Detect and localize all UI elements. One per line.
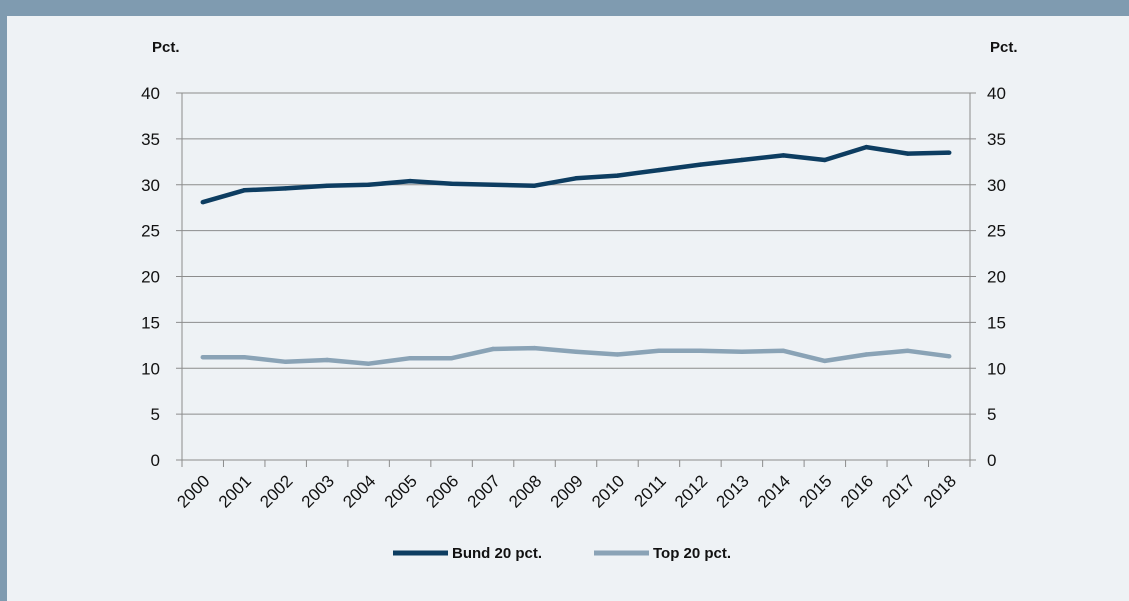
series-lines [200, 144, 952, 366]
x-tick-label: 2008 [505, 471, 545, 511]
data-point [283, 359, 288, 365]
data-point [407, 355, 413, 361]
y-tick-label-left: 0 [151, 451, 160, 470]
y-tick-label-right: 5 [987, 405, 996, 424]
data-point [200, 199, 205, 205]
data-point [573, 349, 579, 354]
data-point [947, 354, 952, 359]
data-point [324, 357, 330, 363]
x-tick-label: 2000 [173, 471, 213, 511]
y-tick-label-right: 15 [987, 313, 1006, 332]
y-tick-label-right: 25 [987, 222, 1006, 241]
y-tick-label-right: 10 [987, 359, 1006, 378]
x-tick-label: 2010 [588, 471, 628, 511]
y-tick-label-left: 5 [151, 405, 160, 424]
x-tick-label: 2014 [754, 471, 794, 511]
x-tick-label: 2013 [713, 471, 753, 511]
series-line-0 [202, 144, 950, 205]
data-point [822, 157, 828, 163]
frame-left-bar [0, 0, 7, 601]
data-point [324, 183, 330, 188]
data-point [366, 182, 371, 187]
x-tick-label: 2007 [464, 471, 504, 511]
x-tick-label: 2011 [630, 471, 669, 510]
data-point [200, 355, 205, 360]
data-point [532, 183, 537, 188]
data-point [407, 178, 413, 184]
data-point [656, 348, 662, 354]
data-point [739, 157, 745, 163]
y-tick-label-right: 20 [987, 268, 1006, 287]
legend-label-0: Bund 20 pct. [452, 545, 542, 562]
gridlines [182, 92, 970, 415]
data-point [739, 349, 745, 354]
x-tick-label: 2001 [215, 471, 255, 511]
y-tick-label-left: 35 [141, 130, 160, 149]
x-tick-label: 2002 [256, 471, 296, 511]
x-tick-label: 2004 [339, 471, 379, 511]
data-point [283, 186, 288, 191]
axes [176, 92, 976, 467]
x-tick-label: 2006 [422, 471, 462, 511]
data-point [781, 348, 786, 354]
x-tick-label: 2003 [298, 471, 338, 511]
data-point [449, 181, 454, 187]
data-point [864, 144, 869, 150]
y-tick-label-left: 30 [141, 176, 160, 195]
x-tick-label: 2005 [381, 471, 421, 511]
y-tick-label-left: 20 [141, 268, 160, 287]
y-tick-label-right: 40 [987, 84, 1006, 103]
x-tick-label: 2012 [671, 471, 711, 511]
data-point [490, 182, 496, 187]
y-unit-right: Pct. [990, 39, 1018, 56]
data-point [615, 352, 620, 357]
data-point [698, 348, 703, 354]
data-point [490, 346, 496, 352]
data-point [242, 355, 247, 360]
x-tick-label: 2017 [878, 471, 918, 511]
frame-top-bar [0, 0, 1129, 16]
data-point [905, 348, 910, 354]
data-point [781, 153, 786, 158]
y-tick-label-right: 35 [987, 130, 1006, 149]
legend-label-1: Top 20 pct. [653, 545, 731, 562]
data-point [656, 167, 662, 173]
y-tick-label-right: 0 [987, 451, 996, 470]
y-tick-label-left: 10 [141, 359, 160, 378]
data-point [242, 188, 247, 193]
data-point [947, 150, 952, 155]
y-tick-label-right: 30 [987, 176, 1006, 195]
data-point [366, 361, 371, 366]
data-point [905, 151, 910, 156]
data-point [615, 173, 620, 178]
y-tick-label-left: 15 [141, 313, 160, 332]
legend: Bund 20 pct. Top 20 pct. [393, 545, 731, 562]
y-tick-label-left: 40 [141, 84, 160, 103]
y-unit-left: Pct. [152, 39, 180, 56]
x-tick-label: 2009 [547, 471, 587, 511]
data-point [698, 162, 703, 167]
x-tick-label: 2016 [837, 471, 877, 511]
x-tick-label: 2018 [920, 471, 960, 511]
x-tick-label: 2015 [795, 471, 835, 511]
data-point [864, 352, 869, 357]
data-point [822, 358, 828, 364]
y-tick-label-left: 25 [141, 222, 160, 241]
data-point [573, 176, 579, 181]
data-point [532, 345, 537, 351]
data-point [449, 355, 454, 361]
